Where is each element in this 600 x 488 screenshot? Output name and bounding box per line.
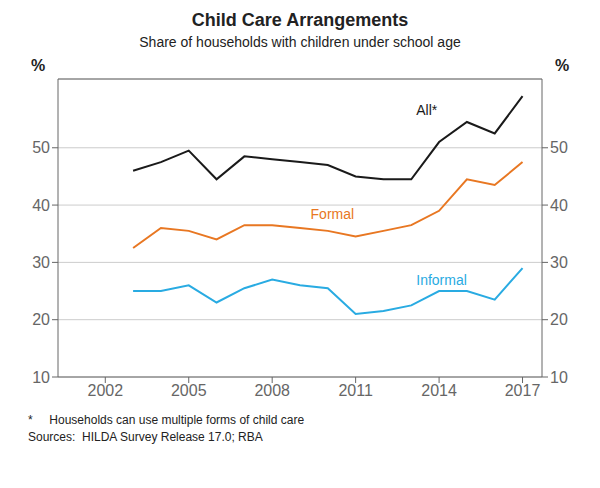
html-text:Sources: HILDA Survey Release: Sources: HILDA Survey Release 17.0; RBA [28, 430, 263, 444]
svg-text:Informal: Informal [416, 272, 467, 288]
svg-text:40: 40 [32, 197, 50, 214]
svg-text:20: 20 [550, 311, 568, 328]
svg-text:10: 10 [32, 369, 50, 386]
svg-text:Formal: Formal [311, 206, 355, 222]
svg-text:2017: 2017 [505, 382, 541, 399]
html-text:Child Care Arrangements: Child Care Arrangements [191, 10, 409, 30]
svg-text:2011: 2011 [338, 382, 373, 399]
svg-text:2002: 2002 [87, 382, 123, 399]
svg-text:30: 30 [550, 254, 568, 271]
svg-text:10: 10 [550, 369, 568, 386]
svg-text:All*: All* [416, 102, 438, 118]
svg-text:40: 40 [550, 197, 568, 214]
html-text:* Households can use multiple: * Households can use multiple forms of c… [28, 413, 305, 427]
svg-text:30: 30 [32, 254, 50, 271]
html-text:Share of households with child: Share of households with children under … [139, 34, 461, 50]
svg-text:50: 50 [550, 139, 568, 156]
svg-text:%: % [555, 57, 569, 74]
svg-text:20: 20 [32, 311, 50, 328]
svg-text:%: % [31, 57, 45, 74]
svg-text:2005: 2005 [171, 382, 207, 399]
svg-text:50: 50 [32, 139, 50, 156]
svg-text:2014: 2014 [421, 382, 457, 399]
svg-text:2008: 2008 [254, 382, 290, 399]
